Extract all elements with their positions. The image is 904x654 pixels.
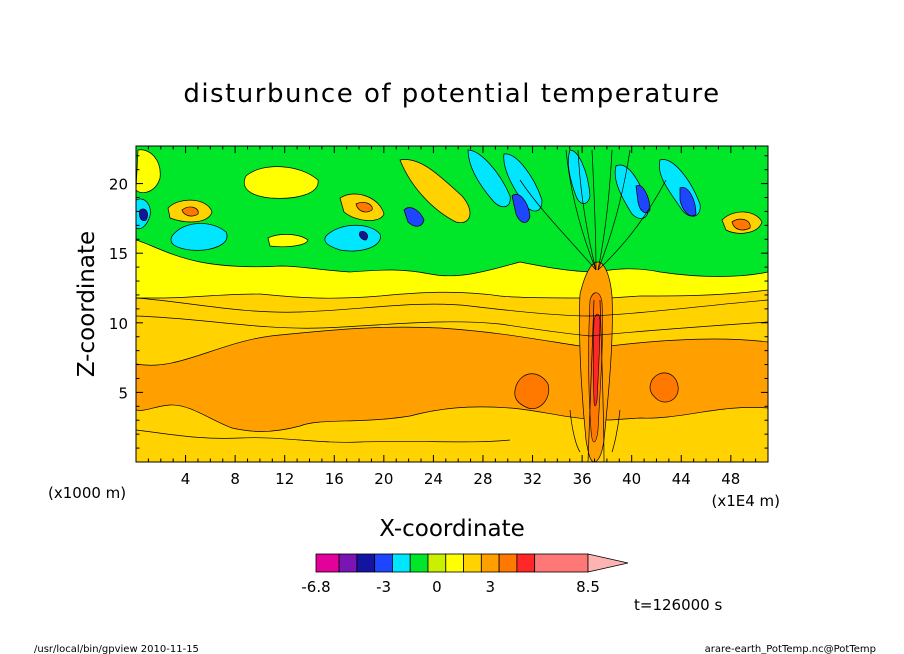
plot-area: [136, 146, 768, 462]
colorbar-swatch: [534, 553, 589, 573]
x-tick-label: 8: [230, 470, 240, 488]
y-tick-label: 10: [109, 315, 128, 333]
field-core: [679, 187, 697, 217]
y-tick-label: 20: [109, 176, 128, 194]
field-core: [359, 231, 368, 241]
field-core: [731, 218, 751, 231]
colorbar-swatch: [427, 553, 447, 573]
colorbar-label: 8.5: [576, 578, 600, 596]
time-label: t=126000 s: [634, 596, 722, 614]
field-patch: [399, 159, 471, 224]
colorbar-swatch: [498, 553, 518, 573]
x-unit-left: (x1000 m): [48, 484, 126, 502]
field-patch: [467, 149, 511, 208]
colorbar-swatch: [338, 553, 358, 573]
field-core: [139, 208, 148, 221]
field-core: [403, 207, 425, 227]
field-patch: [136, 149, 161, 193]
colorbar-swatch: [409, 553, 429, 573]
colorbar-label: 0: [432, 578, 442, 596]
x-tick-label: 36: [573, 470, 592, 488]
x-axis-label: X-coordinate: [379, 516, 525, 542]
y-tick-label: 15: [109, 245, 128, 263]
contour-lines: [136, 297, 768, 443]
field-patch: [244, 166, 319, 199]
plume-fan-lines: [519, 149, 667, 462]
x-tick-label: 4: [181, 470, 191, 488]
field-patch: [324, 224, 381, 252]
x-unit-right: (x1E4 m): [711, 492, 780, 510]
footer-right: arare-earth_PotTemp.nc@PotTemp: [705, 644, 876, 654]
colorbar-label: -3: [376, 578, 391, 596]
field-patch: [170, 223, 228, 251]
colorbar-swatch: [374, 553, 393, 573]
colorbar-swatch: [315, 553, 340, 573]
y-tick-label: 5: [118, 384, 128, 402]
field-patch: [568, 149, 591, 204]
x-tick-label: 40: [622, 470, 641, 488]
field-patch: [267, 234, 309, 248]
field-blob: [649, 372, 679, 403]
colorbar-swatch: [480, 553, 500, 573]
colorbar-label: 3: [485, 578, 495, 596]
x-tick-label: 44: [672, 470, 691, 488]
colorbar-arrow: [587, 553, 629, 573]
x-tick-label: 16: [325, 470, 344, 488]
field-core: [635, 184, 651, 214]
field-core: [181, 206, 199, 217]
chart-title: disturbunce of potential temperature: [183, 79, 720, 109]
x-tick-label: 20: [374, 470, 393, 488]
footer-left: /usr/local/bin/gpview 2010-11-15: [34, 644, 199, 654]
x-tick-label: 48: [721, 470, 740, 488]
x-tick-label: 32: [523, 470, 542, 488]
colorbar-swatch: [392, 553, 411, 573]
colorbar-label: -6.8: [301, 578, 330, 596]
colorbar-swatch: [356, 553, 376, 573]
x-tick-label: 28: [473, 470, 492, 488]
x-tick-label: 12: [275, 470, 294, 488]
colorbar-swatch: [445, 553, 464, 573]
field-core: [511, 193, 531, 223]
field-blob: [514, 373, 550, 410]
plot-frame: [135, 145, 769, 463]
colorbar: -6.8 -3 0 3 8.5: [301, 553, 629, 596]
x-axis: 4 8 12 16 20 24 28 32 36 40 44 48: [147, 146, 757, 488]
y-axis: 5 10 15 20: [109, 155, 768, 449]
colorbar-swatch: [516, 553, 536, 573]
field-core: [355, 202, 373, 213]
y-axis-label: Z-coordinate: [74, 231, 100, 377]
colorbar-swatch: [463, 553, 482, 573]
x-tick-label: 24: [424, 470, 443, 488]
